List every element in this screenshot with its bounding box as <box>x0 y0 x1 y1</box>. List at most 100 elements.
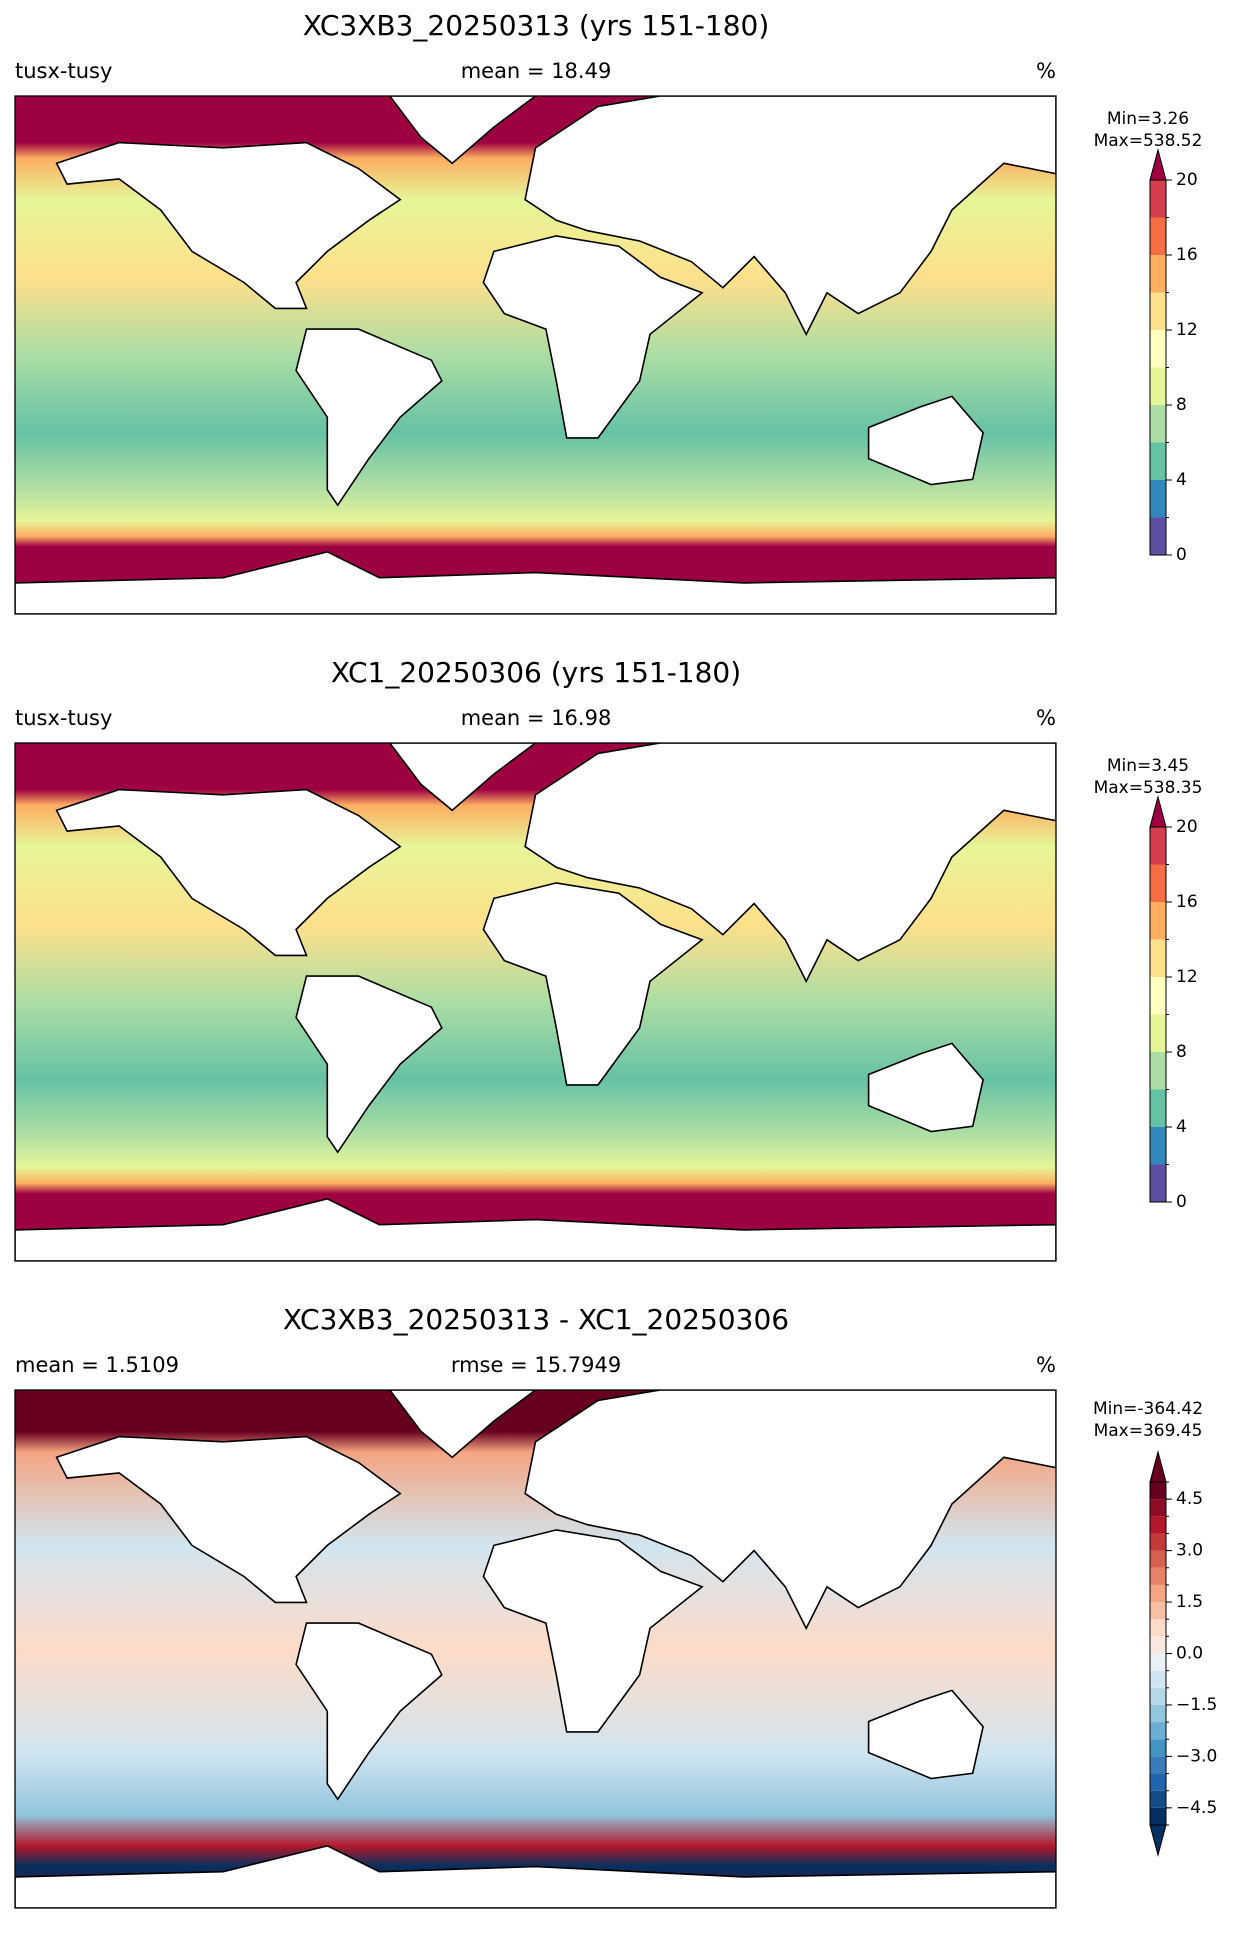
left-label: tusx-tusy <box>15 59 112 83</box>
land <box>482 1529 704 1733</box>
panel-title: XC3XB3_20250313 (yrs 151-180) <box>303 9 770 42</box>
colorbar-tick-label: 16 <box>1176 892 1198 912</box>
colorbar-band <box>1150 1499 1166 1517</box>
land <box>867 1689 984 1780</box>
min-label: Min=3.26 <box>1107 109 1189 129</box>
colorbar-extend-under <box>1149 1824 1167 1857</box>
panel-title: XC3XB3_20250313 - XC1_20250306 <box>283 1303 789 1336</box>
colorbar-band <box>1150 217 1166 255</box>
land <box>388 743 537 812</box>
colorbar-band <box>1150 1014 1166 1052</box>
colorbar-extend-over <box>1149 148 1167 181</box>
colorbar-band <box>1150 1584 1166 1603</box>
colorbar-band <box>1150 1567 1166 1585</box>
colorbar-tick-label: 20 <box>1176 817 1198 837</box>
map-frame <box>14 742 1057 1262</box>
colorbar-band <box>1150 442 1166 480</box>
colorbar-band <box>1150 902 1166 940</box>
land <box>388 1390 537 1459</box>
colorbar-tick-label: 0 <box>1176 545 1187 565</box>
colorbar-tick-label: 4 <box>1176 470 1187 490</box>
land <box>388 96 537 165</box>
colorbar-tick-label: −4.5 <box>1176 1798 1217 1818</box>
map-frame <box>14 1389 1057 1909</box>
colorbar-tick-label: 0 <box>1176 1192 1187 1212</box>
colorbar-extend-over <box>1149 1450 1167 1483</box>
colorbar-tick-label: 8 <box>1176 1042 1187 1062</box>
max-label: Max=538.35 <box>1094 778 1203 798</box>
colorbar-tick-label: 4 <box>1176 1117 1187 1137</box>
colorbar-tick-label: 12 <box>1176 967 1198 987</box>
colorbar-tick-label: 3.0 <box>1176 1541 1203 1561</box>
land <box>482 882 704 1086</box>
colorbar-band <box>1150 1687 1166 1705</box>
colorbar-tick-label: 8 <box>1176 395 1187 415</box>
min-label: Min=3.45 <box>1107 756 1189 776</box>
land <box>295 328 443 507</box>
land <box>524 96 1056 337</box>
land <box>15 1844 1056 1908</box>
colorbar-band <box>1150 1550 1166 1568</box>
min-label: Min=-364.42 <box>1093 1399 1203 1419</box>
left-label: tusx-tusy <box>15 706 112 730</box>
colorbar-band <box>1150 1089 1166 1127</box>
colorbar-tick-label: −1.5 <box>1176 1695 1217 1715</box>
map <box>15 743 1056 1261</box>
colorbar-extend-over <box>1149 795 1167 828</box>
land <box>15 550 1056 614</box>
colorbar-band <box>1150 1790 1166 1808</box>
land <box>295 975 443 1154</box>
land <box>55 141 402 310</box>
colorbar-band <box>1150 1636 1166 1654</box>
colorbar-band <box>1150 1516 1166 1534</box>
colorbar-band <box>1150 1807 1166 1825</box>
land <box>55 788 402 957</box>
land <box>524 1390 1056 1631</box>
colorbar-band <box>1150 1619 1166 1637</box>
colorbar-band <box>1150 1653 1166 1671</box>
colorbar-band <box>1150 1482 1166 1500</box>
colorbar-band <box>1150 1127 1166 1165</box>
units-label: % <box>1036 1353 1056 1377</box>
map <box>15 96 1056 614</box>
colorbar-band <box>1150 1773 1166 1791</box>
colorbar-band <box>1150 1704 1166 1723</box>
colorbar-band <box>1150 977 1166 1015</box>
colorbar-tick-label: 20 <box>1176 170 1198 190</box>
colorbar-band <box>1150 1670 1166 1688</box>
land <box>524 743 1056 984</box>
colorbar-band <box>1150 1739 1166 1757</box>
colorbar-band <box>1150 330 1166 368</box>
colorbar-band <box>1150 292 1166 330</box>
colorbar-band <box>1150 517 1166 555</box>
max-label: Max=538.52 <box>1094 131 1203 151</box>
colorbar-band <box>1150 480 1166 518</box>
colorbar-tick-label: 16 <box>1176 245 1198 265</box>
panel-title: XC1_20250306 (yrs 151-180) <box>331 656 741 689</box>
center-label: rmse = 15.7949 <box>451 1353 621 1377</box>
colorbar-tick-label: 1.5 <box>1176 1592 1203 1612</box>
colorbar-band <box>1150 1756 1166 1774</box>
colorbar-tick-label: 12 <box>1176 320 1198 340</box>
land <box>295 1622 443 1801</box>
map <box>15 1390 1056 1908</box>
colorbar-band <box>1150 827 1166 865</box>
colorbar-band <box>1150 939 1166 977</box>
colorbar-band <box>1150 1533 1166 1551</box>
colorbar-tick-label: −3.0 <box>1176 1746 1217 1766</box>
colorbar-band <box>1150 255 1166 293</box>
colorbar-tick-label: 4.5 <box>1176 1489 1203 1509</box>
colorbar-tick-label: 0.0 <box>1176 1644 1203 1664</box>
colorbar-band <box>1150 180 1166 218</box>
colorbar-band <box>1150 1164 1166 1202</box>
map-frame <box>14 95 1057 615</box>
center-label: mean = 16.98 <box>461 706 612 730</box>
units-label: % <box>1036 59 1056 83</box>
land <box>482 235 704 439</box>
land <box>55 1435 402 1604</box>
units-label: % <box>1036 706 1056 730</box>
colorbar-band <box>1150 367 1166 405</box>
center-label: mean = 18.49 <box>461 59 612 83</box>
land <box>15 1197 1056 1261</box>
